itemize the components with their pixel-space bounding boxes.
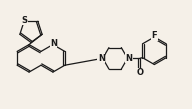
Text: S: S	[21, 16, 27, 25]
Text: N: N	[125, 54, 132, 63]
Text: N: N	[50, 39, 57, 48]
Text: O: O	[136, 68, 143, 77]
Text: N: N	[98, 54, 105, 63]
Text: F: F	[151, 31, 157, 40]
